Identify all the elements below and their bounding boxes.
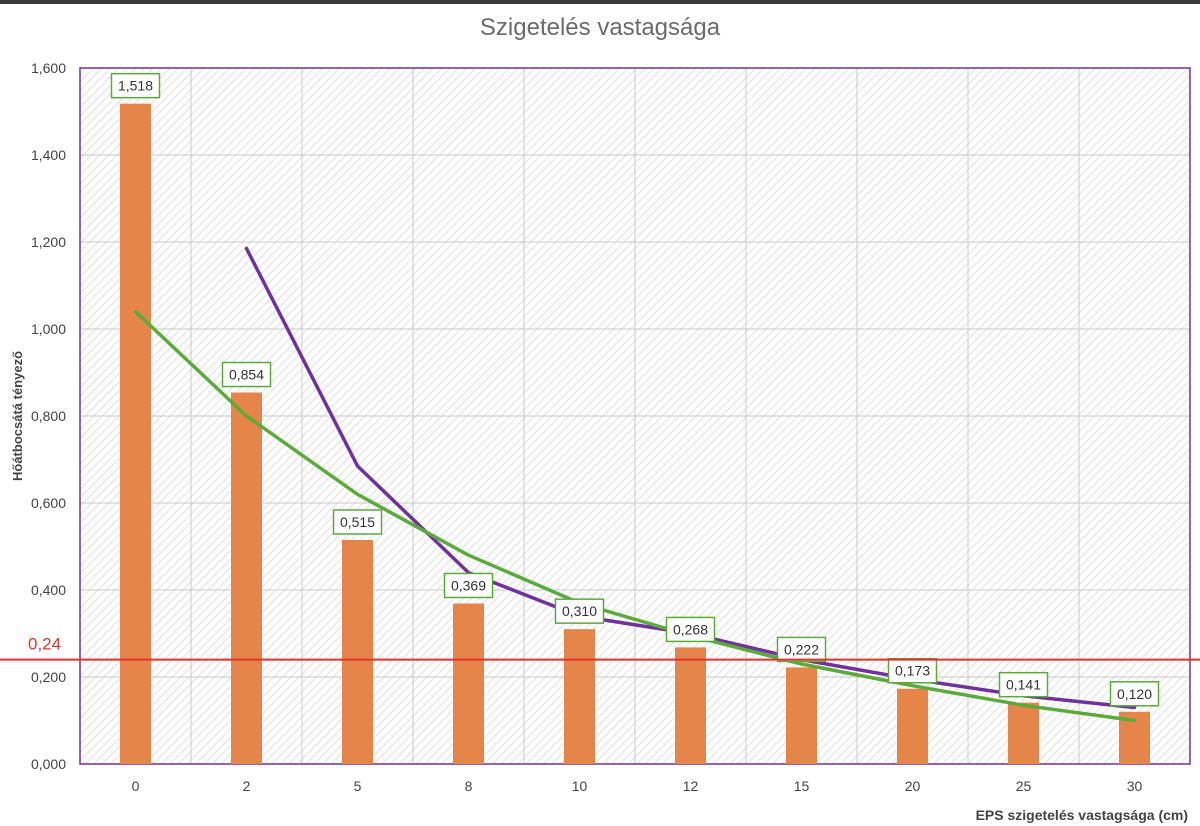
x-tick-label: 5: [354, 778, 362, 794]
data-label-box: [332, 509, 383, 535]
data-label: 0,141: [1006, 677, 1041, 693]
y-tick-label: 0,800: [31, 408, 66, 424]
plot-frame: [79, 67, 1191, 765]
data-label-box: [665, 616, 716, 643]
x-tick-label: 15: [794, 778, 810, 794]
bar: [675, 647, 706, 764]
bar: [342, 539, 373, 764]
x-tick-label: 0: [132, 778, 140, 794]
x-tick-label: 20: [905, 778, 921, 794]
data-label: 0,268: [673, 621, 708, 637]
reference-line-label: 0,24: [28, 635, 61, 654]
y-axis-title: Hőátbocsátá tényező: [10, 351, 25, 481]
bar: [564, 629, 595, 764]
x-tick-label: 30: [1127, 778, 1143, 794]
y-tick-label: 0,600: [31, 495, 66, 511]
data-label: 0,854: [229, 367, 264, 383]
x-tick-label: 8: [465, 778, 473, 794]
data-label: 0,515: [340, 514, 375, 530]
data-label-box: [110, 72, 161, 99]
bar: [231, 392, 262, 764]
x-axis-title: EPS szigetelés vastagsága (cm): [976, 807, 1188, 823]
data-label-box: [554, 598, 605, 624]
y-tick-label: 1,200: [31, 234, 66, 250]
y-tick-label: 1,400: [31, 147, 66, 163]
y-tick-label: 1,000: [31, 321, 66, 337]
x-tick-label: 25: [1016, 778, 1032, 794]
y-tick-label: 0,000: [31, 756, 66, 772]
top-strip: [0, 0, 1200, 4]
bar: [120, 103, 151, 765]
x-tick-label: 10: [572, 778, 588, 794]
data-label: 0,369: [451, 577, 486, 593]
x-tick-label: 12: [683, 778, 699, 794]
y-tick-label: 1,600: [31, 60, 66, 76]
data-label: 1,518: [118, 78, 153, 94]
bar: [897, 688, 928, 764]
bar: [453, 603, 484, 764]
bar: [1008, 702, 1039, 764]
y-tick-label: 0,200: [31, 669, 66, 685]
data-label-box: [1109, 681, 1160, 707]
series-line: [133, 309, 1137, 723]
data-label-box: [443, 572, 494, 599]
data-label: 0,173: [895, 663, 930, 679]
x-tick-label: 2: [243, 778, 251, 794]
data-label-box: [776, 636, 827, 663]
chart-title: Szigetelés vastagsága: [479, 14, 721, 41]
data-label: 0,222: [784, 641, 819, 657]
data-label: 0,310: [562, 603, 597, 619]
y-tick-label: 0,400: [31, 582, 66, 598]
data-label-box: [998, 671, 1049, 698]
data-label: 0,120: [1117, 686, 1152, 702]
data-label-box: [221, 361, 272, 388]
bar: [786, 667, 817, 764]
